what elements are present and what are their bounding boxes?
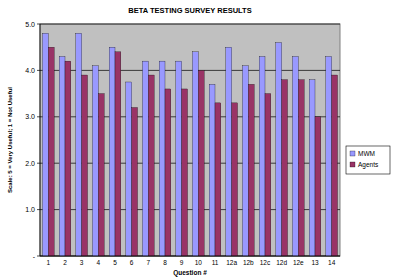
bar	[282, 80, 288, 256]
legend-swatch	[350, 151, 355, 156]
bar	[132, 108, 138, 256]
bar	[59, 56, 65, 256]
bar	[198, 70, 204, 256]
y-tick-label: 5.0	[25, 21, 35, 28]
bar	[115, 52, 121, 256]
bar	[43, 33, 49, 256]
bar	[298, 80, 304, 256]
bar	[248, 84, 254, 256]
y-axis	[40, 24, 41, 256]
bar	[209, 84, 215, 256]
bar	[182, 89, 188, 256]
x-tick-label: 6	[130, 259, 134, 266]
y-tick-label: 3.0	[25, 113, 35, 120]
bar	[226, 47, 232, 256]
y-tick	[37, 116, 40, 117]
bar	[65, 61, 71, 256]
bar	[176, 61, 182, 256]
x-tick-label: 5	[113, 259, 117, 266]
y-tick	[37, 70, 40, 71]
x-tick-label: 12b	[243, 259, 254, 266]
plot-area	[40, 24, 340, 256]
x-tick-label: 1	[47, 259, 51, 266]
bar	[126, 82, 132, 256]
bar	[293, 56, 299, 256]
bar	[48, 47, 54, 256]
grid-line	[40, 256, 340, 257]
bar	[109, 47, 115, 256]
legend: MWM Agents	[346, 146, 390, 174]
y-tick	[37, 24, 40, 25]
x-axis	[40, 256, 340, 257]
bar	[276, 43, 282, 256]
legend-label: Agents	[358, 161, 379, 169]
y-tick-label: 2.0	[25, 160, 35, 167]
legend-box	[346, 146, 390, 174]
x-tick-label: 2	[63, 259, 67, 266]
y-tick-label: -	[33, 253, 36, 260]
x-tick-label: 9	[180, 259, 184, 266]
x-tick-label: 12d	[276, 259, 287, 266]
y-axis-label: Scale: 5 = Very Useful; 1 = Not Useful	[7, 87, 13, 193]
bar	[265, 94, 271, 256]
bar	[82, 75, 88, 256]
bar	[193, 52, 199, 256]
bar	[309, 80, 315, 256]
bars	[43, 33, 338, 256]
y-tick-label: 4.0	[25, 67, 35, 74]
y-tick	[37, 256, 40, 257]
title: BETA TESTING SURVEY RESULTS	[128, 6, 251, 15]
x-tick-label: 11	[212, 259, 219, 266]
bar	[165, 89, 171, 256]
bar	[93, 66, 99, 256]
bar	[159, 61, 165, 256]
bar	[215, 103, 221, 256]
y-tick	[37, 209, 40, 210]
x-tick-label: 10	[195, 259, 203, 266]
x-tick-label: 12c	[260, 259, 271, 266]
legend-label: MWM	[358, 150, 375, 157]
bar	[243, 66, 249, 256]
x-tick-label: 13	[311, 259, 319, 266]
x-tick-label: 12a	[226, 259, 237, 266]
x-tick-label: 3	[80, 259, 84, 266]
bar	[98, 94, 104, 256]
bar	[332, 75, 338, 256]
bar	[143, 61, 149, 256]
bar	[259, 56, 265, 256]
chart: - 1.0 2.0 3.0 4.0 5.0 1 2 3 4 5 6 7 8 9 10 11 12a 12b 12c 12…	[0, 0, 396, 280]
x-tick-label: 7	[147, 259, 151, 266]
x-tick-label: 14	[328, 259, 336, 266]
bar	[232, 103, 238, 256]
bar	[315, 117, 321, 256]
y-tick	[37, 163, 40, 164]
bar	[148, 75, 154, 256]
x-tick-label: 4	[97, 259, 101, 266]
x-tick-label: 8	[163, 259, 167, 266]
grid-line	[40, 24, 340, 25]
x-axis-label: Question #	[173, 269, 207, 277]
legend-swatch	[350, 162, 355, 167]
x-tick-label: 12e	[293, 259, 304, 266]
bar	[326, 56, 332, 256]
y-tick-label: 1.0	[25, 206, 35, 213]
bar	[76, 33, 82, 256]
